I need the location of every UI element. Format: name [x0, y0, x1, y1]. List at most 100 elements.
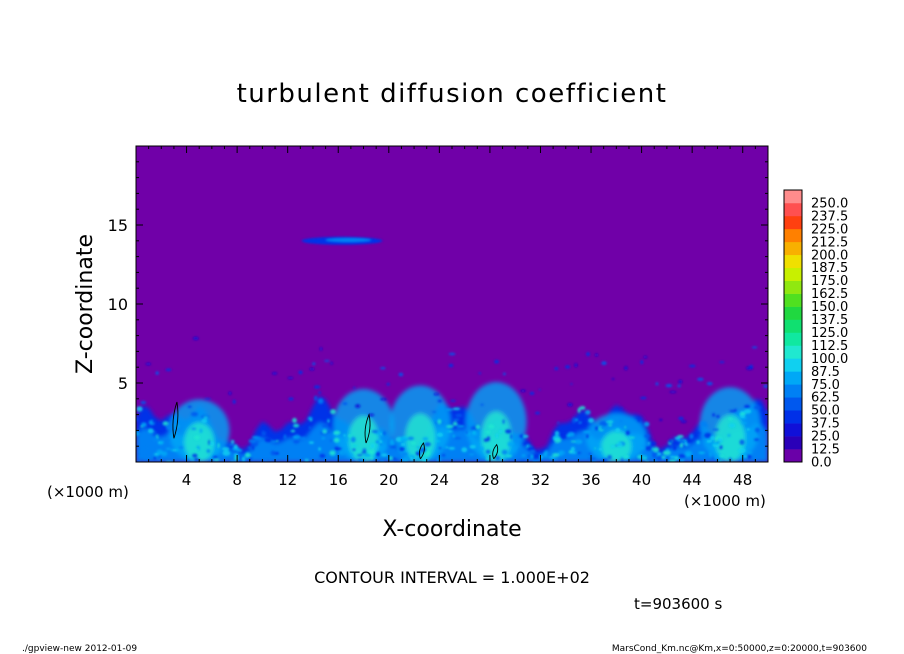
eddy: [321, 437, 326, 440]
colorbar-label: 200.0: [811, 248, 848, 263]
eddy-aloft: [330, 362, 333, 365]
eddy-aloft: [601, 361, 607, 366]
eddy: [422, 437, 429, 441]
eddy: [657, 452, 662, 456]
x-tick-label: 28: [480, 471, 499, 489]
eddy: [159, 441, 162, 445]
colorbar-frame: [783, 189, 803, 463]
eddy: [319, 454, 326, 458]
eddy: [144, 447, 153, 452]
x-tick-label: 44: [683, 471, 702, 489]
eddy: [583, 430, 591, 434]
eddy: [663, 450, 671, 456]
colorbar-label: 100.0: [811, 352, 848, 367]
eddy-aloft: [570, 383, 573, 385]
eddy-aloft: [353, 386, 356, 389]
eddy-aloft: [529, 391, 535, 395]
eddy: [634, 416, 642, 419]
eddy: [140, 400, 147, 405]
eddy: [585, 409, 591, 415]
cloud-feature-core: [325, 238, 372, 243]
eddy: [438, 447, 442, 450]
eddy-aloft: [565, 365, 571, 369]
eddy: [444, 446, 449, 449]
eddy: [599, 421, 608, 427]
eddy: [264, 457, 268, 462]
contour-line: [364, 413, 371, 444]
eddy: [739, 412, 747, 415]
eddy: [293, 435, 301, 439]
eddy: [357, 458, 361, 461]
eddy: [465, 431, 468, 435]
eddy: [574, 439, 583, 445]
eddy: [333, 430, 341, 435]
eddy: [695, 432, 701, 434]
eddy: [570, 451, 578, 454]
colorbar-label: 250.0: [811, 196, 848, 211]
eddy: [588, 452, 592, 456]
eddy: [662, 452, 666, 455]
eddy: [502, 419, 505, 424]
eddy: [572, 417, 577, 423]
eddy: [553, 443, 558, 447]
colorbar-label: 162.5: [811, 287, 848, 302]
colorbar-swatch: [784, 267, 802, 281]
colorbar-label: 62.5: [811, 391, 840, 406]
eddy: [153, 436, 158, 442]
eddy: [142, 456, 150, 460]
x-tick-label: 12: [278, 471, 297, 489]
eddy: [330, 439, 332, 442]
eddy: [222, 450, 231, 456]
eddy: [559, 433, 567, 439]
eddy: [740, 421, 748, 425]
colorbar-label: 0.0: [811, 456, 832, 471]
eddy: [379, 459, 385, 462]
eddy: [194, 448, 200, 451]
eddy: [575, 418, 579, 421]
eddy: [743, 455, 748, 458]
eddy-aloft: [228, 391, 232, 395]
eddy: [165, 425, 173, 430]
eddy: [247, 446, 251, 449]
eddy-aloft: [574, 363, 578, 368]
eddy: [250, 441, 259, 447]
eddy: [350, 453, 353, 456]
eddy: [625, 430, 630, 436]
colorbar-swatch: [784, 436, 802, 450]
eddy-aloft: [204, 398, 212, 400]
eddy: [488, 424, 495, 429]
contour-interval: CONTOUR INTERVAL = 1.000E+02: [314, 568, 590, 587]
eddy: [624, 426, 627, 429]
eddy: [469, 444, 477, 449]
eddy-aloft: [355, 404, 361, 408]
eddy: [619, 419, 623, 423]
eddy: [321, 424, 329, 428]
eddy: [191, 457, 194, 461]
eddy: [400, 442, 406, 447]
eddy-aloft: [678, 380, 683, 384]
eddy: [375, 440, 380, 444]
eddy: [199, 428, 203, 434]
eddy: [628, 436, 636, 439]
eddy: [501, 449, 508, 455]
eddy: [639, 447, 646, 450]
eddy: [728, 423, 736, 428]
eddy: [607, 455, 612, 460]
eddy: [452, 434, 455, 438]
eddy: [193, 458, 200, 462]
eddy: [344, 437, 348, 443]
eddy: [521, 433, 524, 439]
eddy: [220, 458, 223, 461]
eddy: [580, 421, 587, 426]
eddy: [719, 455, 725, 458]
eddy: [363, 453, 371, 458]
colorbar-swatch: [784, 306, 802, 320]
eddy: [453, 437, 462, 440]
eddy-aloft: [749, 364, 753, 369]
eddy: [455, 413, 463, 418]
eddy-aloft: [503, 372, 506, 376]
eddy: [318, 398, 324, 404]
eddy: [461, 447, 468, 453]
eddy-aloft: [535, 411, 540, 415]
